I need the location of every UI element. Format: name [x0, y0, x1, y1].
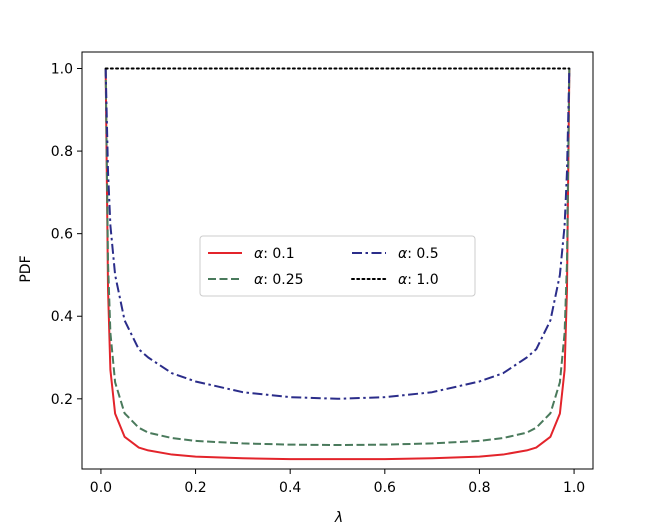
- legend-label-4: α: 1.0: [398, 272, 439, 288]
- x-tick-label: 0.0: [90, 480, 112, 496]
- x-tick-label: 0.8: [468, 480, 490, 496]
- y-tick-label: 0.2: [51, 392, 73, 408]
- series-line-2: [104, 68, 571, 447]
- x-tick-label: 0.6: [374, 480, 396, 496]
- x-tick-label: 0.2: [184, 480, 206, 496]
- y-tick-label: 1.0: [51, 62, 73, 78]
- series-line-3: [104, 68, 571, 400]
- axes-frame: [81, 51, 594, 470]
- y-tick-label: 0.4: [51, 309, 73, 325]
- x-tick-label: 0.4: [279, 480, 301, 496]
- legend-label-2: α: 0.25: [254, 272, 304, 288]
- legend: α: 0.1 α: 0.25 α: 0.5 α: 1.0: [199, 235, 476, 297]
- legend-label-3: α: 0.5: [398, 246, 439, 262]
- y-tick-label: 0.6: [51, 227, 73, 243]
- x-axis-label: λ: [334, 510, 343, 526]
- y-tick-label: 0.8: [51, 144, 73, 160]
- legend-label-1: α: 0.1: [254, 246, 295, 262]
- series-line-1: [104, 68, 571, 461]
- legend-box: [199, 235, 476, 297]
- y-axis-label: PDF: [18, 255, 34, 282]
- x-tick-label: 1.0: [563, 480, 585, 496]
